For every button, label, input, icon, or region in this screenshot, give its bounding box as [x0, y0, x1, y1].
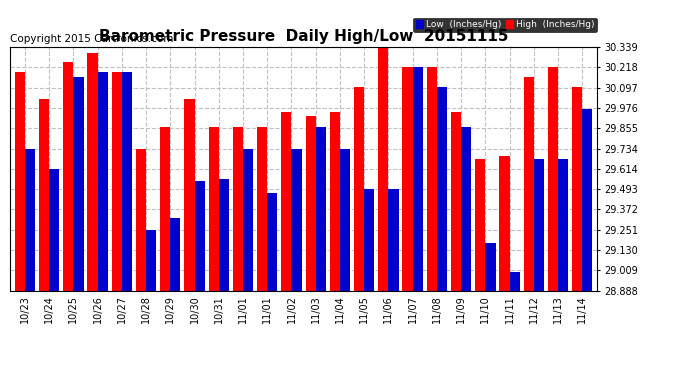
Bar — [267, 193, 277, 291]
Bar — [340, 149, 350, 291]
Bar — [316, 128, 326, 291]
Bar — [582, 109, 593, 291]
Bar — [500, 156, 510, 291]
Bar — [291, 149, 302, 291]
Bar — [330, 112, 340, 291]
Legend: Low  (Inches/Hg), High  (Inches/Hg): Low (Inches/Hg), High (Inches/Hg) — [413, 18, 597, 32]
Bar — [388, 189, 399, 291]
Bar — [112, 72, 122, 291]
Bar — [73, 77, 83, 291]
Bar — [219, 179, 229, 291]
Bar — [461, 128, 471, 291]
Bar — [208, 128, 219, 291]
Bar — [160, 128, 170, 291]
Bar — [257, 128, 267, 291]
Bar — [170, 218, 181, 291]
Bar — [122, 72, 132, 291]
Bar — [451, 112, 461, 291]
Bar — [475, 159, 485, 291]
Bar — [510, 272, 520, 291]
Bar — [282, 112, 291, 291]
Bar — [184, 99, 195, 291]
Bar — [413, 67, 423, 291]
Bar — [233, 128, 243, 291]
Bar — [558, 159, 569, 291]
Bar — [548, 67, 558, 291]
Bar — [524, 77, 534, 291]
Bar — [402, 67, 413, 291]
Bar — [146, 230, 156, 291]
Bar — [354, 87, 364, 291]
Bar — [437, 87, 447, 291]
Bar — [88, 53, 97, 291]
Bar — [364, 189, 375, 291]
Title: Barometric Pressure  Daily High/Low  20151115: Barometric Pressure Daily High/Low 20151… — [99, 29, 509, 44]
Text: Copyright 2015 Cartronics.com: Copyright 2015 Cartronics.com — [10, 34, 174, 45]
Bar — [378, 47, 388, 291]
Bar — [136, 149, 146, 291]
Bar — [39, 99, 49, 291]
Bar — [25, 149, 35, 291]
Bar — [14, 72, 25, 291]
Bar — [49, 170, 59, 291]
Bar — [195, 181, 205, 291]
Bar — [243, 149, 253, 291]
Bar — [97, 72, 108, 291]
Bar — [63, 62, 73, 291]
Bar — [572, 87, 582, 291]
Bar — [306, 116, 316, 291]
Bar — [534, 159, 544, 291]
Bar — [426, 67, 437, 291]
Bar — [485, 243, 495, 291]
